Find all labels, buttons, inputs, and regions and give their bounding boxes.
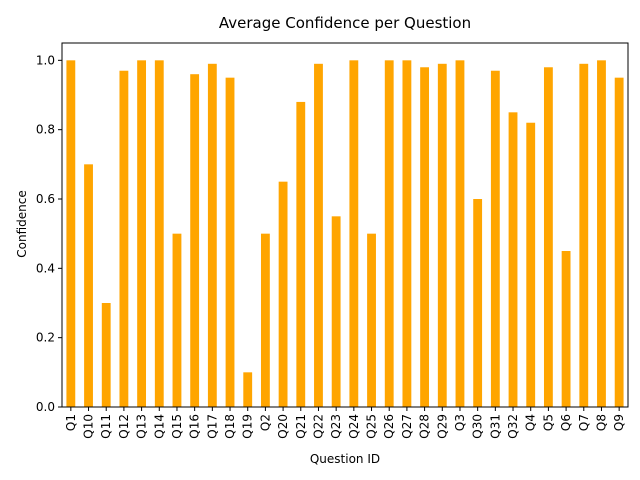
bar-q4 [526,122,536,407]
y-ticks-group: 0.0 0.2 0.4 0.6 0.8 1.0 [36,53,62,414]
bar-q22 [314,63,323,408]
bar-q27 [402,60,412,407]
bar-q13 [137,60,147,407]
bars-group [66,60,624,408]
bar-q29 [437,63,447,408]
bar-q25 [367,233,376,407]
x-ticks-group: Q1 Q10 Q11 Q12 Q13 Q14 Q15 Q16 Q17 Q18 Q19 Q2 Q20 Q21… [64,407,626,439]
x-tick-label: Q17 [205,414,219,439]
x-tick-label: Q13 [135,414,149,439]
bar-q6 [561,251,571,407]
y-tick-label: 0.6 [36,192,55,206]
x-tick-label: Q20 [276,414,290,439]
plot-frame [61,42,629,408]
bar-q7 [579,63,589,408]
x-tick-label: Q21 [294,414,308,439]
bar-q3 [455,60,465,407]
chart-title: Average Confidence per Question [219,14,471,32]
bar-q31 [490,70,500,407]
x-tick-label: Q28 [418,414,432,439]
x-tick-label: Q32 [506,414,520,439]
y-tick-label: 0.0 [36,400,55,414]
bar-q16 [190,74,200,407]
y-tick-label: 1.0 [36,53,55,67]
bar-q26 [384,60,394,407]
bar-q5 [543,67,553,408]
bar-q15 [172,233,182,407]
x-tick-label: Q16 [188,414,202,439]
bar-q32 [508,112,518,407]
x-tick-label: Q6 [559,414,573,431]
bar-q8 [597,60,606,407]
x-tick-label: Q23 [329,414,343,439]
y-axis-label: Confidence [15,190,29,257]
x-tick-label: Q25 [365,414,379,439]
x-tick-label: Q30 [471,414,485,439]
x-tick-label: Q27 [400,414,414,439]
x-tick-label: Q9 [612,414,626,431]
x-tick-label: Q11 [99,414,113,439]
x-tick-label: Q24 [347,414,361,439]
axes-group [61,42,629,408]
x-tick-label: Q5 [541,414,555,431]
x-tick-label: Q15 [170,414,184,439]
bar-q30 [473,199,483,407]
x-tick-label: Q29 [435,414,449,439]
y-tick-label: 0.4 [36,261,55,275]
bar-q10 [84,164,93,407]
x-tick-label: Q12 [117,414,131,439]
x-tick-label: Q7 [577,414,591,431]
bar-q19 [243,372,253,407]
bar-q11 [101,303,111,407]
bar-q12 [119,70,129,407]
bar-q1 [66,60,76,407]
x-tick-label: Q1 [64,414,78,431]
bar-q23 [331,216,341,407]
x-tick-label: Q14 [152,414,166,439]
bar-q24 [349,60,359,407]
bar-q28 [420,67,430,408]
x-tick-label: Q18 [223,414,237,439]
x-tick-label: Q26 [382,414,396,439]
x-axis-label: Question ID [310,452,380,466]
y-tick-label: 0.8 [36,123,55,137]
y-tick-label: 0.2 [36,331,55,345]
bar-q18 [225,77,235,408]
x-tick-label: Q31 [488,414,502,439]
x-tick-label: Q10 [82,414,96,439]
bar-q9 [614,77,624,408]
x-tick-label: Q3 [453,414,467,431]
bar-q14 [154,60,164,407]
x-tick-label: Q8 [594,414,608,431]
bar-q2 [260,233,270,407]
x-tick-label: Q2 [258,414,272,431]
x-tick-label: Q22 [311,414,325,439]
bar-q21 [296,101,306,408]
x-tick-label: Q19 [241,414,255,439]
bar-q17 [207,63,217,408]
x-tick-label: Q4 [524,414,538,431]
bar-q20 [278,181,288,407]
